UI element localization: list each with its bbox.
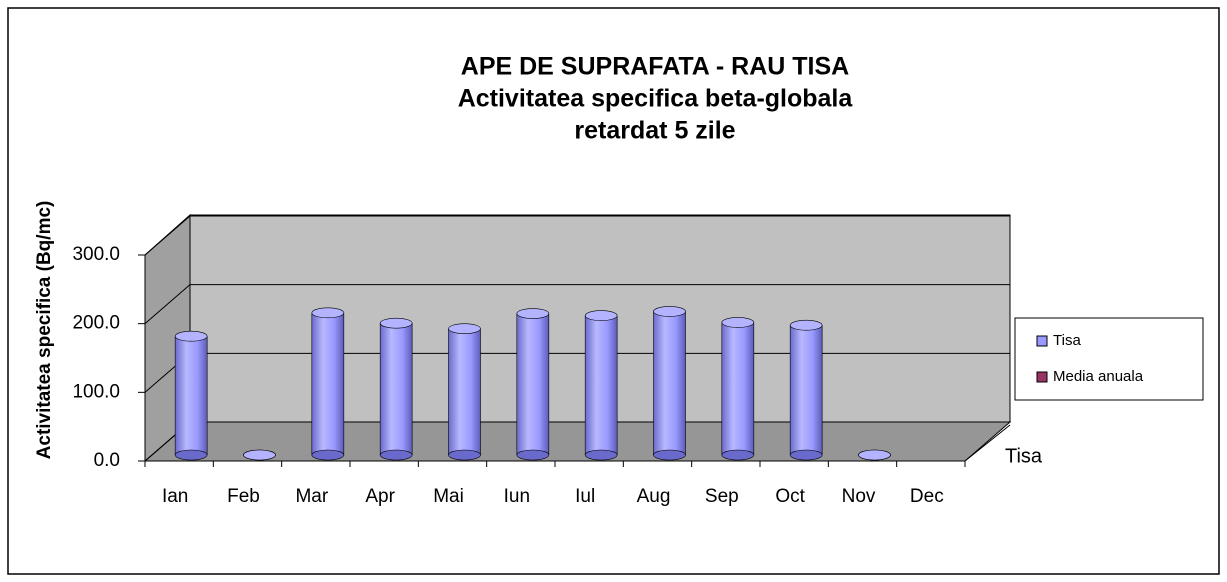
x-tick-label: Apr [365,486,395,507]
bar-top [311,307,345,319]
legend-label: Tisa [1053,332,1081,349]
bar-top [653,306,686,317]
bar-body [516,313,549,455]
bar-body [653,311,686,455]
x-tick-label: Iun [504,486,530,507]
y-tick-label: 200.0 [72,313,120,334]
bar-bottom [653,449,686,461]
bar-top [721,317,755,328]
legend [1014,317,1204,401]
bar-body [585,315,618,455]
x-tick-label: Feb [227,486,260,507]
bar-top [584,310,618,321]
bar-body [721,322,754,455]
bar-bottom [721,449,755,461]
legend-swatch [1036,371,1048,383]
bar-top [858,449,891,461]
bar-bottom [789,449,823,461]
bar-body [790,325,823,455]
grid-line [144,284,191,325]
bar-top [516,308,550,319]
chart-title: APE DE SUPRAFATA - RAU TISA [461,53,849,81]
depth-label: Tisa [1005,445,1043,467]
bar [721,317,755,461]
x-tick-label: Mai [433,486,464,507]
bar [653,306,686,461]
bar-bottom [311,449,345,461]
depth-axis [964,424,1011,462]
x-tick-label: Aug [637,486,671,507]
bar-bottom [448,449,481,461]
x-tick-label: Dec [910,486,944,507]
bar [858,449,891,461]
chart-title: retardat 5 zile [574,117,735,145]
bar-bottom [379,449,413,461]
y-tick-label: 0.0 [94,450,120,471]
x-tick-label: Iul [575,486,595,507]
bar-body [311,312,344,455]
grid-line [144,215,191,256]
bar [311,307,345,461]
y-tick-label: 300.0 [72,244,120,265]
bar [584,310,618,461]
bar [789,319,823,461]
bar-top [789,319,823,331]
bar [174,330,208,461]
bar [448,323,481,461]
bar-body [448,328,481,455]
bar [516,308,550,461]
bar-top [174,330,208,342]
bar [243,449,276,461]
bar-bottom [174,449,208,461]
bar-body [380,323,413,455]
bar-top [448,323,481,334]
chart-title: Activitatea specifica beta-globala [458,85,854,113]
bar-top [379,317,413,329]
bar-bottom [516,449,550,461]
bar-top [243,449,276,461]
x-tick-label: Ian [162,486,188,507]
x-tick-label: Sep [705,486,739,507]
bar [379,317,413,461]
x-tick-label: Nov [842,486,876,507]
legend-swatch [1036,335,1048,347]
legend-label: Media anuala [1053,368,1144,385]
x-tick-label: Mar [295,486,328,507]
bar-body [175,336,208,455]
y-axis-label: Activitatea specifica (Bq/mc) [34,201,55,460]
y-tick-label: 100.0 [72,381,120,402]
bar-bottom [584,449,618,461]
x-tick-label: Oct [775,486,805,507]
